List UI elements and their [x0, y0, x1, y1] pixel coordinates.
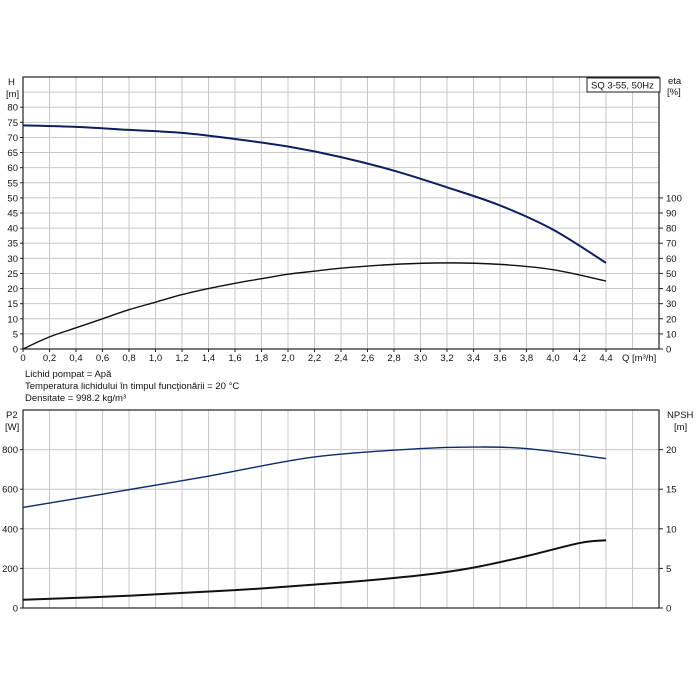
note-density: Densitate = 998.2 kg/m³ [25, 393, 126, 404]
top-left-tick-label: 0 [13, 345, 18, 356]
bottom-left-tick-label: 800 [2, 445, 18, 456]
top-right-tick-label: 70 [666, 239, 677, 250]
chart-title: SQ 3-55, 50Hz [591, 81, 654, 92]
bottom-left-tick-label: 0 [13, 604, 18, 615]
chart-marks [22, 124, 607, 601]
top-right-tick-label: 40 [666, 284, 677, 295]
top-left-tick-label: 65 [7, 148, 18, 159]
top-y-right-label-1: eta [668, 76, 682, 87]
top-left-tick-label: 30 [7, 254, 18, 265]
top-right-tick-label: 20 [666, 314, 677, 325]
top-left-tick-label: 80 [7, 103, 18, 114]
top-left-tick-label: 10 [7, 314, 18, 325]
top-right-tick-label: 90 [666, 209, 677, 220]
bottom-y-right-label-2: [m] [674, 422, 687, 433]
top-left-tick-label: 25 [7, 269, 18, 280]
top-right-tick-label: 0 [666, 345, 671, 356]
top-series-1-curve [22, 124, 607, 264]
x-tick-label: 1,0 [149, 353, 162, 364]
bottom-left-tick-label: 600 [2, 485, 18, 496]
top-left-tick-label: 40 [7, 224, 18, 235]
bottom-series-1-curve [22, 446, 607, 509]
x-tick-label: 0,4 [69, 353, 82, 364]
top-left-tick-label: 35 [7, 239, 18, 250]
top-y-left-label-2: [m] [6, 89, 19, 100]
x-axis-label: Q [m³/h] [622, 353, 656, 364]
bottom-y-left-label-2: [W] [5, 422, 19, 433]
bottom-left-tick-label: 400 [2, 524, 18, 535]
x-tick-label: 2,2 [308, 353, 321, 364]
bottom-y-left-label-1: P2 [6, 410, 18, 421]
x-tick-label: 4,0 [546, 353, 559, 364]
x-tick-label: 1,8 [255, 353, 268, 364]
note-temperature: Temperatura lichidului în timpul funcţio… [25, 381, 239, 392]
top-left-tick-label: 50 [7, 193, 18, 204]
top-left-tick-label: 5 [13, 329, 18, 340]
top-right-tick-label: 50 [666, 269, 677, 280]
x-tick-label: 3,2 [440, 353, 453, 364]
top-right-tick-label: 10 [666, 329, 677, 340]
tick-labels: 0510152025303540455055606570758001020304… [2, 103, 682, 615]
top-left-tick-label: 70 [7, 133, 18, 144]
x-tick-label: 2,4 [334, 353, 347, 364]
x-tick-label: 3,0 [414, 353, 427, 364]
top-right-tick-label: 80 [666, 224, 677, 235]
x-tick-label: 2,8 [387, 353, 400, 364]
bottom-plot-grid [22, 409, 660, 609]
bottom-right-tick-label: 15 [666, 485, 677, 496]
top-plot-grid [22, 76, 660, 350]
top-series-2-curve [22, 262, 607, 350]
top-right-tick-label: 100 [666, 193, 682, 204]
top-y-right-label-2: [%] [667, 87, 681, 98]
x-tick-label: 0,8 [122, 353, 135, 364]
x-tick-label: 2,0 [281, 353, 294, 364]
bottom-right-tick-label: 10 [666, 524, 677, 535]
x-tick-label: 3,6 [493, 353, 506, 364]
bottom-left-tick-label: 200 [2, 564, 18, 575]
bottom-right-tick-label: 20 [666, 445, 677, 456]
bottom-right-tick-label: 0 [666, 604, 671, 615]
x-tick-label: 1,6 [228, 353, 241, 364]
x-tick-label: 4,2 [573, 353, 586, 364]
bottom-y-right-label-1: NPSH [667, 410, 694, 421]
x-tick-label: 4,4 [599, 353, 612, 364]
x-tick-label: 3,8 [520, 353, 533, 364]
x-tick-label: 0,6 [96, 353, 109, 364]
top-left-tick-label: 75 [7, 118, 18, 129]
bottom-series-2-curve [22, 539, 607, 601]
top-left-tick-label: 60 [7, 163, 18, 174]
x-tick-label: 1,2 [175, 353, 188, 364]
x-tick-label: 0 [20, 353, 25, 364]
top-right-tick-label: 60 [666, 254, 677, 265]
x-tick-label: 1,4 [202, 353, 215, 364]
note-liquid: Lichid pompat = Apă [25, 369, 112, 380]
top-left-tick-label: 20 [7, 284, 18, 295]
title-box [586, 77, 661, 93]
bottom-right-tick-label: 5 [666, 564, 671, 575]
top-left-tick-label: 15 [7, 299, 18, 310]
top-y-left-label-1: H [8, 77, 15, 88]
x-tick-label: 3,4 [467, 353, 480, 364]
top-right-tick-label: 30 [666, 299, 677, 310]
top-left-tick-label: 45 [7, 209, 18, 220]
x-tick-label: 0,2 [43, 353, 56, 364]
top-left-tick-label: 55 [7, 178, 18, 189]
x-tick-label: 2,6 [361, 353, 374, 364]
bottom-plot-frame [22, 409, 660, 609]
